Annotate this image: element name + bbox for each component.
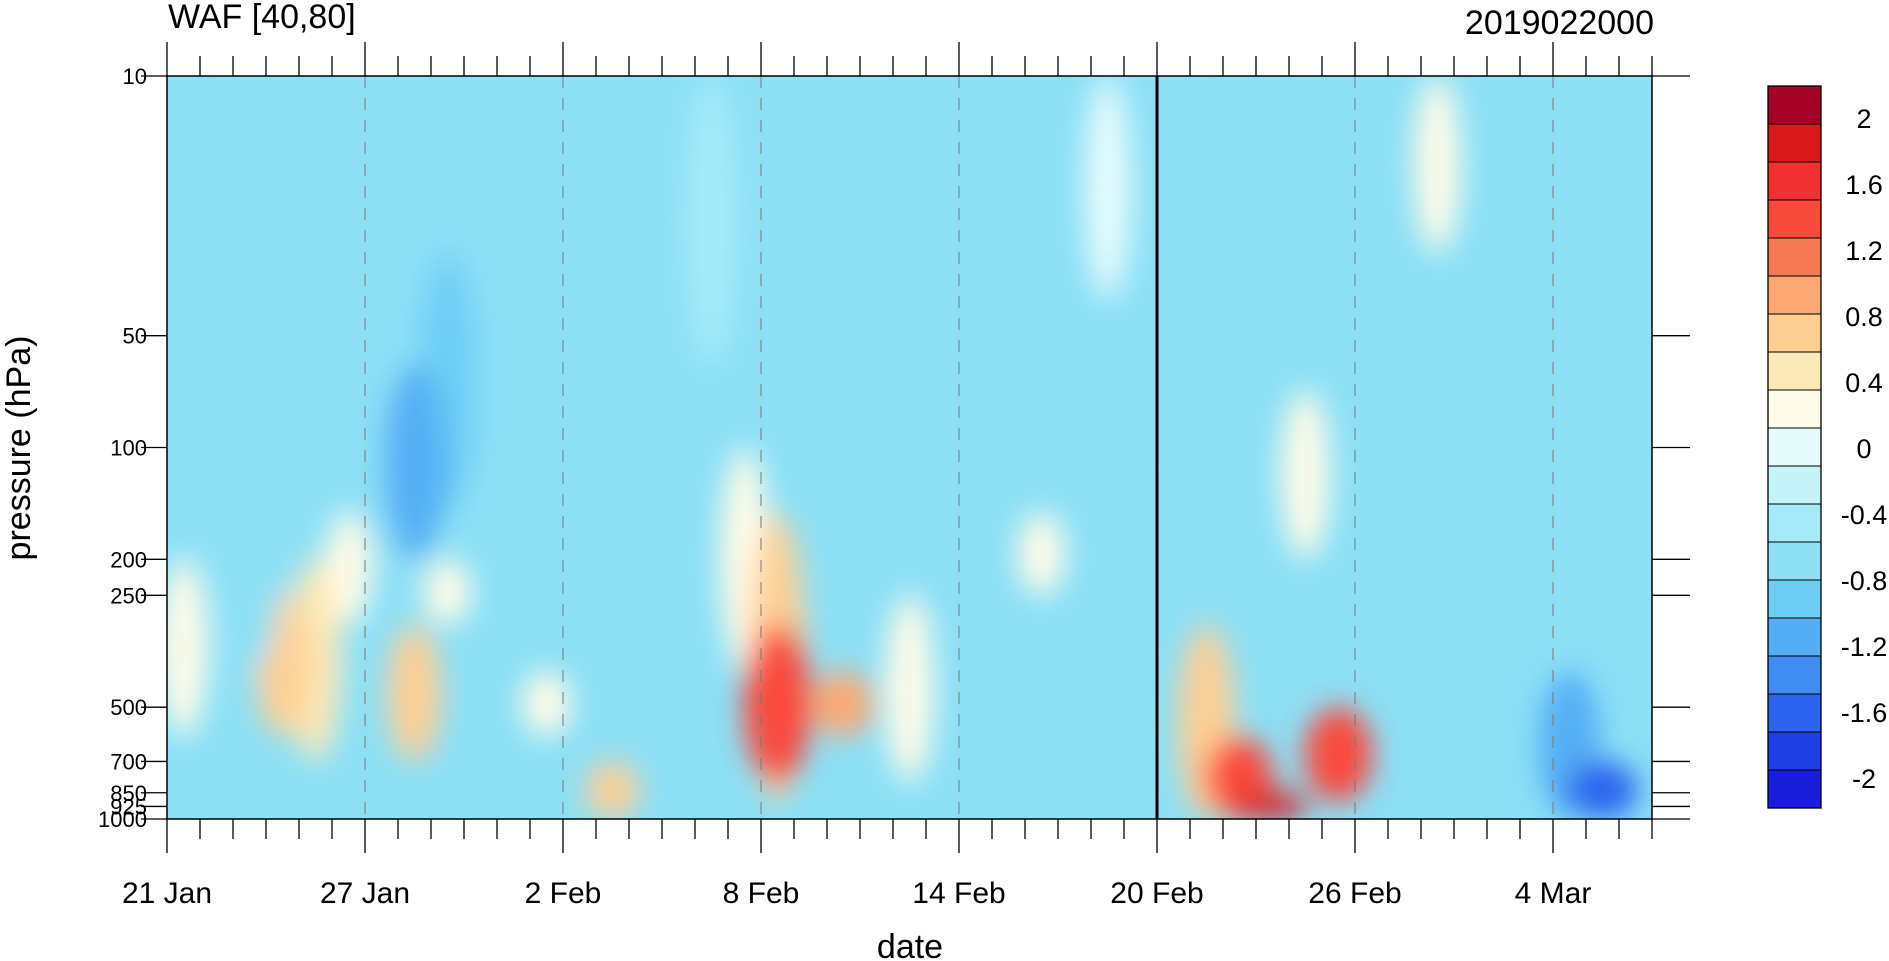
field-cell bbox=[382, 365, 447, 560]
field-cell bbox=[1607, 512, 1652, 596]
colorbar-label: 0.4 bbox=[1845, 368, 1883, 398]
field-cell bbox=[167, 559, 208, 737]
colorbar-label: 0 bbox=[1856, 434, 1871, 464]
colorbar-swatch bbox=[1768, 732, 1821, 771]
x-axis-label: date bbox=[877, 928, 943, 961]
colorbar-label: -0.8 bbox=[1841, 566, 1888, 596]
field-cell bbox=[686, 76, 737, 366]
colorbar-label: 1.2 bbox=[1845, 236, 1883, 266]
y-tick-label: 500 bbox=[110, 695, 147, 720]
day-guides bbox=[364, 76, 1554, 819]
colorbar: 2 1.6 1.2 0.8 0.4 0 -0.4 -0.8 -1.2 -1.6 -2 bbox=[1767, 85, 1888, 809]
colorbar-swatch bbox=[1768, 770, 1821, 809]
field-cell bbox=[167, 76, 212, 560]
field-cell bbox=[1084, 76, 1131, 300]
chart-title: WAF [40,80] bbox=[168, 0, 356, 36]
colorbar-swatch bbox=[1768, 86, 1821, 125]
colorbar-swatch bbox=[1768, 542, 1821, 581]
x-axis: 21 Jan 27 Jan 2 Feb 8 Feb 14 Feb 20 Feb 26 Feb… bbox=[122, 42, 1653, 910]
y-axis-label: pressure (hPa) bbox=[0, 336, 38, 561]
field-cell bbox=[1566, 761, 1639, 819]
y-tick-label: 1000 bbox=[98, 807, 147, 832]
y-tick-label: 700 bbox=[110, 749, 147, 774]
colorbar-label: 2 bbox=[1856, 104, 1871, 134]
field-cell bbox=[522, 671, 571, 737]
field-cell bbox=[813, 671, 874, 737]
field-cell bbox=[1145, 76, 1202, 448]
field-cell bbox=[585, 761, 640, 819]
x-tick-label: 26 Feb bbox=[1308, 877, 1401, 910]
x-tick-label: 20 Feb bbox=[1110, 877, 1203, 910]
colorbar-swatch bbox=[1768, 504, 1821, 543]
y-tick-label: 250 bbox=[110, 583, 147, 608]
x-tick-label: 14 Feb bbox=[912, 877, 1005, 910]
colorbar-frame bbox=[1767, 85, 1822, 809]
colorbar-label: -2 bbox=[1852, 764, 1876, 794]
field-cell bbox=[387, 624, 442, 762]
x-tick-label: 2 Feb bbox=[525, 877, 602, 910]
field-cell bbox=[1236, 792, 1309, 819]
y-tick-label: 100 bbox=[110, 436, 147, 461]
waf-field bbox=[167, 76, 1652, 819]
colorbar-swatch bbox=[1768, 618, 1821, 657]
colorbar-label: -1.2 bbox=[1841, 632, 1888, 662]
field-cell bbox=[1017, 512, 1066, 596]
colorbar-swatch bbox=[1768, 466, 1821, 505]
x-tick-label: 27 Jan bbox=[320, 877, 410, 910]
colorbar-label: -1.6 bbox=[1841, 698, 1888, 728]
colorbar-label: 1.6 bbox=[1845, 170, 1883, 200]
y-tick-label: 925 bbox=[110, 794, 147, 819]
colorbar-swatch bbox=[1768, 656, 1821, 695]
colorbar-swatch bbox=[1768, 428, 1821, 467]
chart-subtitle: 2019022000 bbox=[1465, 4, 1654, 42]
y-tick-label: 200 bbox=[110, 547, 147, 572]
x-tick-label: 4 Mar bbox=[1515, 877, 1592, 910]
colorbar-swatch bbox=[1768, 694, 1821, 733]
colorbar-swatch bbox=[1768, 238, 1821, 277]
x-tick-label: 8 Feb bbox=[723, 877, 800, 910]
field-cell bbox=[324, 512, 373, 625]
colorbar-swatch bbox=[1768, 276, 1821, 315]
colorbar-label: 0.8 bbox=[1845, 302, 1883, 332]
colorbar-swatch bbox=[1768, 124, 1821, 163]
field-cell bbox=[1281, 389, 1330, 560]
y-tick-label: 10 bbox=[123, 64, 147, 89]
field-cell bbox=[914, 559, 971, 625]
field-cell bbox=[1304, 707, 1373, 803]
colorbar-swatch bbox=[1768, 162, 1821, 201]
field-cell bbox=[743, 624, 812, 783]
field-cell bbox=[423, 559, 472, 625]
y-tick-label: 850 bbox=[110, 781, 147, 806]
field-cell bbox=[221, 512, 278, 672]
colorbar-swatch bbox=[1768, 390, 1821, 429]
colorbar-label: -0.4 bbox=[1841, 500, 1888, 530]
colorbar-swatch bbox=[1768, 352, 1821, 391]
y-tick-label: 50 bbox=[123, 324, 147, 349]
field-cell bbox=[1413, 76, 1462, 254]
field-cell bbox=[254, 76, 311, 366]
x-tick-label: 21 Jan bbox=[122, 877, 212, 910]
colorbar-swatch bbox=[1768, 200, 1821, 239]
colorbar-swatch bbox=[1768, 314, 1821, 353]
colorbar-swatch bbox=[1768, 580, 1821, 619]
field-cell bbox=[885, 595, 934, 783]
